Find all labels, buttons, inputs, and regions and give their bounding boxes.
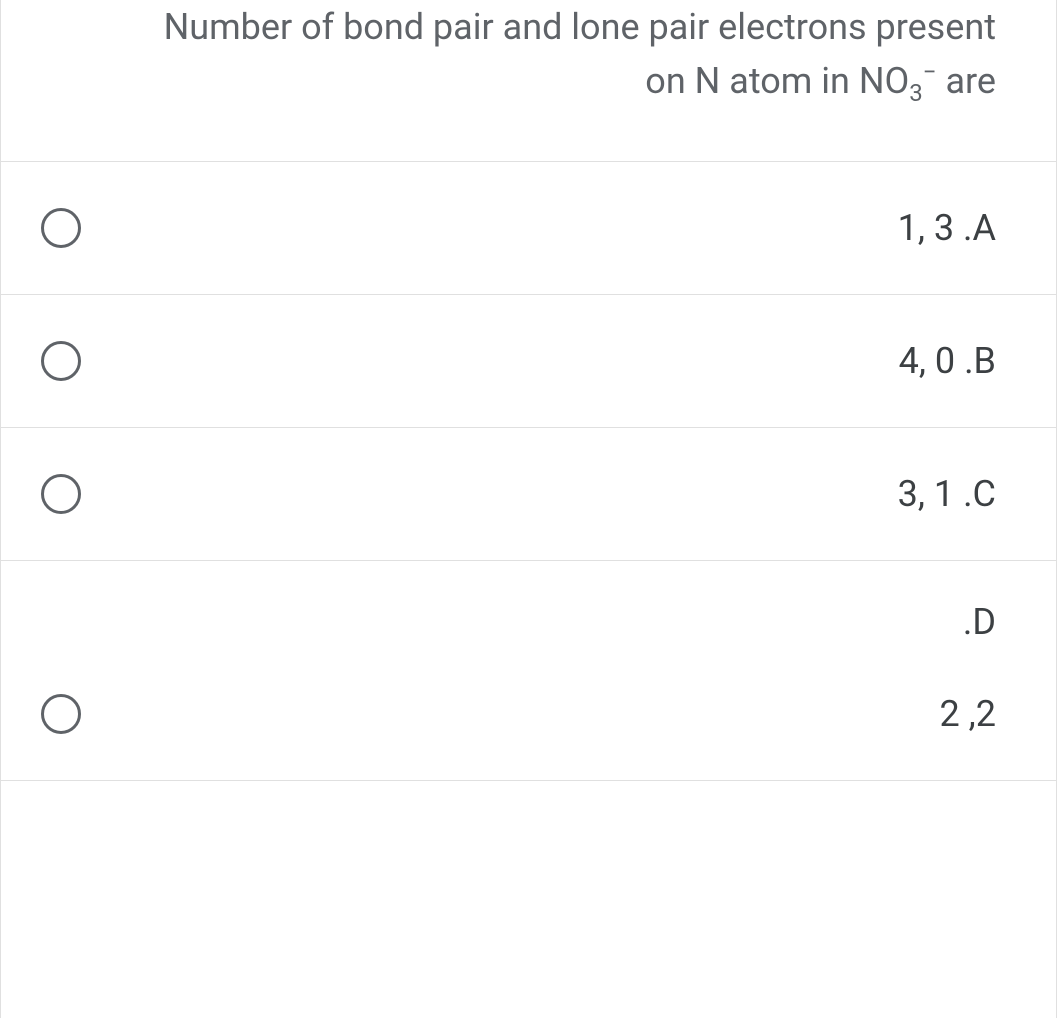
option-b-label: 4, 0 .B — [81, 340, 996, 382]
radio-button-c[interactable] — [41, 474, 81, 514]
quiz-container: Number of bond pair and lone pair electr… — [0, 0, 1057, 1018]
question-superscript: − — [923, 58, 937, 86]
option-b[interactable]: 4, 0 .B — [1, 295, 1056, 428]
option-c-label: 3, 1 .C — [81, 473, 996, 515]
question-line2: on N atom in NO3− are — [645, 60, 996, 102]
option-a[interactable]: 1, 3 .A — [1, 162, 1056, 295]
radio-button-d[interactable] — [41, 694, 81, 734]
question-subscript: 3 — [909, 79, 923, 107]
question-line1: Number of bond pair and lone pair electr… — [164, 6, 996, 48]
question-line2-suffix: are — [937, 60, 996, 102]
option-a-label: 1, 3 .A — [81, 207, 996, 249]
option-d-value: 2 ,2 — [940, 693, 996, 735]
question-text: Number of bond pair and lone pair electr… — [81, 0, 996, 111]
question-line2-prefix: on N atom in NO — [645, 60, 909, 102]
option-c[interactable]: 3, 1 .C — [1, 428, 1056, 561]
question-section: Number of bond pair and lone pair electr… — [1, 0, 1056, 161]
options-list: 1, 3 .A 4, 0 .B 3, 1 .C .D 2 ,2 — [1, 161, 1056, 781]
option-d-bottom: 2 ,2 — [41, 693, 996, 735]
option-d[interactable]: .D 2 ,2 — [1, 561, 1056, 781]
option-d-letter: .D — [41, 601, 996, 643]
radio-button-a[interactable] — [41, 208, 81, 248]
radio-button-b[interactable] — [41, 341, 81, 381]
